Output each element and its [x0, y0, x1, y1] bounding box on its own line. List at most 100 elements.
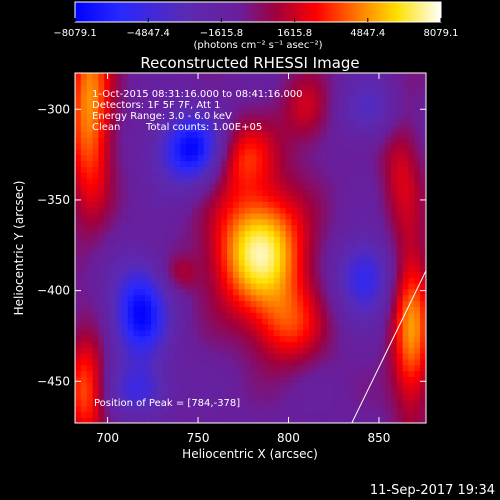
- heatmap-cell: [209, 131, 216, 138]
- heatmap-cell: [291, 90, 298, 97]
- heatmap-cell: [98, 160, 105, 167]
- heatmap-cell: [402, 84, 410, 92]
- heatmap-cell: [262, 347, 269, 354]
- heatmap-cell: [215, 271, 222, 278]
- heatmap-cell: [262, 90, 269, 97]
- heatmap-cell: [139, 370, 146, 377]
- heatmap-cell: [203, 125, 211, 132]
- heatmap-cell: [156, 166, 164, 173]
- heatmap-cell: [221, 78, 228, 86]
- heatmap-cell: [92, 218, 99, 226]
- heatmap-cell: [379, 318, 386, 325]
- heatmap-cell: [203, 102, 211, 109]
- heatmap-cell: [127, 108, 135, 115]
- heatmap-cell: [186, 347, 193, 354]
- heatmap-cell: [133, 90, 140, 97]
- heatmap-cell: [162, 189, 170, 197]
- heatmap-cell: [408, 417, 415, 423]
- heatmap-cell: [92, 335, 99, 342]
- heatmap-cell: [221, 259, 228, 267]
- heatmap-cell: [338, 388, 345, 395]
- heatmap-cell: [180, 108, 187, 115]
- heatmap-cell: [110, 411, 117, 418]
- heatmap-cell: [162, 417, 170, 423]
- heatmap-cell: [309, 131, 316, 138]
- heatmap-cell: [355, 329, 363, 337]
- heatmap-cell: [390, 183, 398, 191]
- heatmap-cell: [127, 277, 135, 284]
- heatmap-cell: [110, 166, 117, 173]
- heatmap-cell: [151, 148, 158, 156]
- heatmap-cell: [156, 73, 164, 80]
- heatmap-cell: [262, 213, 269, 220]
- heatmap-cell: [396, 294, 404, 302]
- heatmap-cell: [414, 236, 421, 243]
- heatmap-cell: [349, 300, 357, 307]
- heatmap-cell: [156, 388, 164, 395]
- heatmap-cell: [145, 283, 152, 290]
- heatmap-cell: [104, 329, 111, 337]
- heatmap-cell: [92, 341, 99, 348]
- heatmap-cell: [256, 172, 263, 179]
- heatmap-cell: [379, 358, 386, 366]
- heatmap-cell: [344, 323, 351, 331]
- heatmap-cell: [268, 283, 275, 290]
- heatmap-cell: [115, 189, 123, 197]
- heatmap-cell: [250, 271, 257, 278]
- heatmap-cell: [344, 364, 351, 372]
- heatmap-cell: [279, 102, 287, 109]
- heatmap-cell: [168, 166, 176, 173]
- heatmap-cell: [197, 119, 205, 127]
- heatmap-cell: [221, 364, 228, 372]
- heatmap-cell: [98, 376, 105, 383]
- heatmap-cell: [420, 137, 426, 144]
- heatmap-cell: [344, 201, 351, 208]
- heatmap-cell: [256, 236, 263, 243]
- heatmap-cell: [98, 341, 105, 348]
- heatmap-cell: [115, 335, 123, 342]
- heatmap-cell: [297, 218, 304, 226]
- heatmap-cell: [145, 318, 152, 325]
- heatmap-cell: [408, 218, 415, 226]
- heatmap-cell: [232, 108, 240, 115]
- heatmap-cell: [390, 230, 398, 237]
- heatmap-cell: [355, 288, 363, 296]
- heatmap-cell: [379, 405, 386, 412]
- heatmap-cell: [309, 329, 316, 337]
- heatmap-cell: [338, 323, 345, 331]
- heatmap-cell: [314, 137, 322, 144]
- heatmap-cell: [156, 148, 164, 156]
- heatmap-cell: [291, 166, 298, 173]
- heatmap-cell: [162, 294, 170, 302]
- heatmap-cell: [420, 154, 426, 162]
- heatmap-cell: [139, 189, 146, 197]
- heatmap-cell: [268, 213, 275, 220]
- heatmap-cell: [110, 201, 117, 208]
- heatmap-cell: [168, 364, 176, 372]
- heatmap-cell: [133, 113, 140, 121]
- heatmap-cell: [244, 131, 252, 138]
- heatmap-cell: [104, 388, 111, 395]
- heatmap-cell: [110, 218, 117, 226]
- heatmap-cell: [162, 323, 170, 331]
- heatmap-cell: [86, 271, 94, 278]
- heatmap-cell: [297, 230, 304, 237]
- heatmap-cell: [110, 96, 117, 103]
- heatmap-cell: [385, 160, 392, 167]
- heatmap-cell: [127, 154, 135, 162]
- heatmap-cell: [98, 84, 105, 92]
- heatmap-cell: [180, 148, 187, 156]
- heatmap-cell: [133, 125, 140, 132]
- heatmap-cell: [309, 399, 316, 407]
- heatmap-cell: [420, 318, 426, 325]
- heatmap-cell: [121, 259, 129, 267]
- heatmap-cell: [379, 230, 386, 237]
- heatmap-cell: [186, 78, 193, 86]
- heatmap-cell: [349, 183, 357, 191]
- heatmap-cell: [402, 172, 410, 179]
- heatmap-cell: [221, 160, 228, 167]
- heatmap-cell: [197, 253, 205, 261]
- heatmap-cell: [244, 300, 252, 307]
- heatmap-cell: [256, 189, 263, 197]
- heatmap-cell: [238, 195, 246, 202]
